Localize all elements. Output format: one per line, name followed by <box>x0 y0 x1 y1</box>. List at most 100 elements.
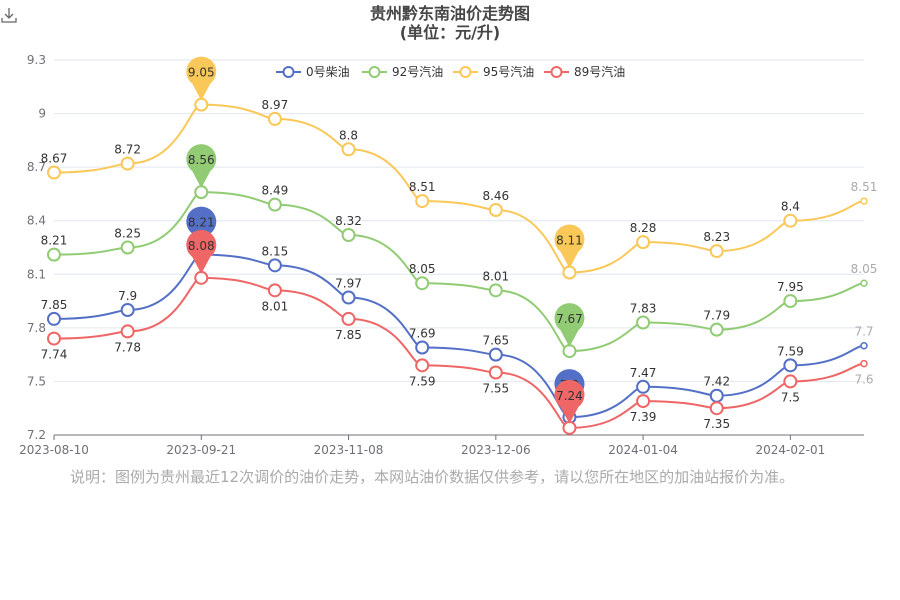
data-point <box>860 197 868 205</box>
data-label: 8.23 <box>703 230 730 244</box>
y-tick-label: 7.5 <box>27 374 46 388</box>
y-tick-label: 8.4 <box>27 214 46 228</box>
line-chart: 7.2 7.5 7.8 8.1 8.4 8.7 9 9.3 2023-08-10 2023-09-… <box>19 53 878 457</box>
x-tick-label: 2023-09-21 <box>166 443 236 457</box>
y-tick-label: 7.2 <box>27 428 46 442</box>
data-point <box>267 258 282 273</box>
pin-label: 8.11 <box>556 234 583 248</box>
data-label: 7.97 <box>335 277 362 291</box>
data-point <box>488 365 503 380</box>
pin-label: 8.21 <box>188 216 215 230</box>
data-label: 7.79 <box>703 309 730 323</box>
series-line <box>53 103 865 274</box>
data-label: 7.78 <box>114 340 141 354</box>
legend-marker <box>282 66 295 78</box>
data-label: 8.72 <box>114 143 141 157</box>
data-label: 7.65 <box>482 334 509 348</box>
data-label: 7.6 <box>854 373 873 387</box>
series-line <box>53 276 865 429</box>
data-label: 7.59 <box>409 374 436 388</box>
data-label: 7.35 <box>703 417 730 431</box>
legend-marker <box>459 66 472 78</box>
data-label: 8.49 <box>262 184 289 198</box>
pin-label: 7.24 <box>556 389 583 403</box>
data-label: 7.55 <box>482 382 509 396</box>
pin-label: 9.05 <box>188 66 215 80</box>
data-label: 7.39 <box>630 410 657 424</box>
data-label: 7.59 <box>777 344 804 358</box>
data-point <box>267 111 282 126</box>
data-point <box>47 165 61 180</box>
data-point <box>709 401 724 416</box>
data-label: 7.42 <box>703 375 730 389</box>
data-label: 7.69 <box>409 327 436 341</box>
y-tick-label: 9.3 <box>27 53 46 67</box>
title-line-2: (单位：元/升) <box>399 23 501 42</box>
x-tick-label: 2024-02-01 <box>755 443 825 457</box>
data-point <box>120 324 135 339</box>
y-tick-label: 7.8 <box>27 321 46 335</box>
data-point <box>636 394 651 409</box>
legend-label: 0号柴油 <box>306 65 350 79</box>
data-point <box>415 194 430 209</box>
data-point <box>488 283 503 298</box>
extreme-pin <box>554 379 585 424</box>
data-label: 7.85 <box>41 298 68 312</box>
extreme-pin <box>186 56 217 101</box>
data-label: 7.85 <box>335 328 362 342</box>
download-icon[interactable] <box>0 6 18 24</box>
legend-label: 95号汽油 <box>483 64 534 79</box>
data-label: 8.4 <box>781 200 800 214</box>
extreme-pin <box>186 206 217 251</box>
data-label: 8.46 <box>482 189 509 203</box>
x-tick-label: 2024-01-04 <box>608 443 678 457</box>
y-tick-label: 8.7 <box>27 160 46 174</box>
data-point <box>415 358 430 373</box>
data-point <box>783 294 798 309</box>
data-label: 8.67 <box>41 152 68 166</box>
chart-title: 贵州黔东南油价走势图 (单位：元/升) <box>0 4 900 42</box>
data-label: 7.9 <box>118 289 137 303</box>
data-point <box>488 203 503 217</box>
pin-label: 8.08 <box>188 239 215 253</box>
extreme-pin <box>554 224 585 269</box>
data-point <box>783 374 798 389</box>
data-point <box>783 213 798 228</box>
series-line <box>53 253 865 419</box>
data-point <box>120 303 135 317</box>
x-tick-label: 2023-11-08 <box>314 443 384 457</box>
y-tick-label: 9 <box>38 107 46 121</box>
x-tick-label: 2023-08-10 <box>19 443 89 457</box>
legend-marker <box>550 66 563 78</box>
data-label: 7.83 <box>630 302 657 316</box>
data-label: 7.47 <box>630 366 657 380</box>
extreme-pin <box>186 229 217 274</box>
data-point <box>488 347 503 362</box>
chart-note: 说明：图例为贵州最近12次调价的油价走势，本网站油价数据仅供参考，请以您所在地区… <box>70 468 795 486</box>
data-point <box>267 197 282 212</box>
data-point <box>415 276 430 291</box>
data-point <box>341 290 356 305</box>
data-point <box>120 240 135 255</box>
pin-label: 7.67 <box>556 312 583 326</box>
data-point <box>783 358 798 373</box>
data-point <box>341 311 356 326</box>
data-point <box>341 142 356 157</box>
data-point <box>341 228 356 242</box>
data-label: 8.8 <box>339 128 358 142</box>
data-label: 8.51 <box>851 180 878 194</box>
data-point <box>47 311 61 326</box>
data-label: 7.5 <box>781 390 800 404</box>
legend-marker <box>368 66 381 78</box>
pin-label: 8.56 <box>188 153 215 167</box>
data-point <box>267 283 282 298</box>
data-point <box>47 331 61 346</box>
data-point <box>636 235 651 250</box>
data-label: 8.25 <box>114 227 141 241</box>
legend-label: 89号汽油 <box>574 64 625 79</box>
data-point <box>709 322 724 337</box>
data-point <box>47 247 61 262</box>
data-label: 8.32 <box>335 214 362 228</box>
data-label: 8.51 <box>409 180 436 194</box>
data-label: 8.15 <box>262 244 289 258</box>
